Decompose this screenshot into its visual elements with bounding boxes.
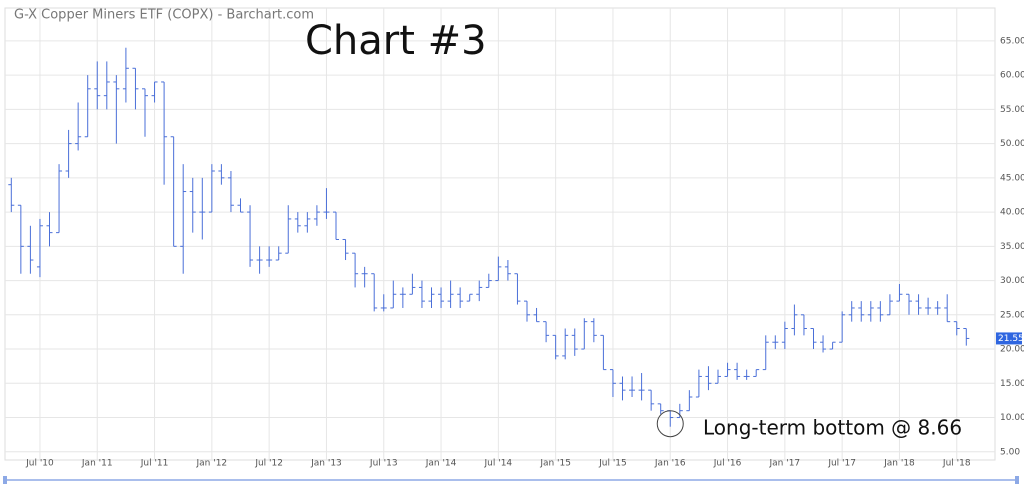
y-tick-label: 55.00 [1000, 105, 1024, 115]
y-tick-label: 5.00 [1000, 447, 1020, 457]
x-tick-label: Jan '17 [769, 459, 801, 469]
x-tick-label: Jul '10 [25, 459, 54, 469]
y-tick-label: 45.00 [1000, 173, 1024, 183]
y-tick-label: 65.00 [1000, 36, 1024, 46]
x-tick-label: Jul '14 [484, 459, 513, 469]
y-tick-label: 60.00 [1000, 71, 1024, 81]
x-tick-label: Jul '15 [598, 459, 627, 469]
x-tick-label: Jul '12 [254, 459, 283, 469]
x-tick-label: Jan '11 [81, 459, 113, 469]
y-tick-label: 15.00 [1000, 379, 1024, 389]
last-price-label: 21.55 [998, 334, 1024, 344]
y-tick-label: 25.00 [1000, 310, 1024, 320]
x-tick-label: Jan '16 [654, 459, 686, 469]
last-price-badge [996, 332, 1022, 345]
x-tick-label: Jan '12 [196, 459, 228, 469]
y-tick-label: 10.00 [1000, 413, 1024, 423]
plot-frame [4, 7, 996, 461]
navigator-handle[interactable] [3, 476, 7, 484]
y-tick-label: 50.00 [1000, 139, 1024, 149]
chart-annotation: Chart #3 [305, 18, 487, 64]
x-tick-label: Jan '15 [539, 459, 571, 469]
x-tick-label: Jul '16 [713, 459, 742, 469]
x-tick-label: Jan '14 [425, 459, 457, 469]
bars [8, 47, 970, 427]
x-tick-label: Jul '18 [942, 459, 971, 469]
y-tick-label: 20.00 [1000, 345, 1024, 355]
bottom-annotation: Long-term bottom @ 8.66 [703, 416, 962, 440]
chart-title: G-X Copper Miners ETF (COPX) - Barchart.… [14, 8, 314, 23]
x-tick-label: Jul '17 [827, 459, 856, 469]
grid [5, 8, 995, 460]
navigator-handle[interactable] [1015, 476, 1019, 484]
y-tick-label: 30.00 [1000, 276, 1024, 286]
x-tick-label: Jan '13 [310, 459, 342, 469]
bottom-circle [656, 410, 684, 438]
x-tick-label: Jan '18 [883, 459, 915, 469]
x-tick-label: Jul '13 [369, 459, 398, 469]
x-tick-label: Jul '11 [140, 459, 169, 469]
y-tick-label: 35.00 [1000, 242, 1024, 252]
y-tick-label: 40.00 [1000, 208, 1024, 218]
